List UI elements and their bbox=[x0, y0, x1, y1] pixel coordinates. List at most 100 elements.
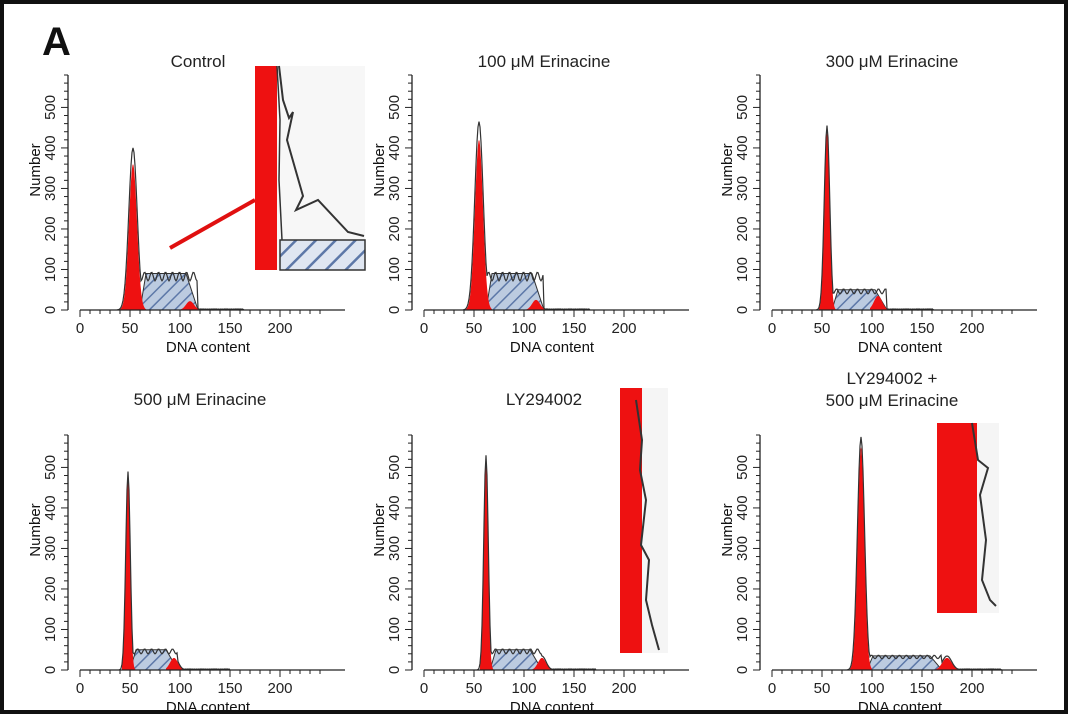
inset-red-strip bbox=[620, 388, 642, 653]
x-tick-label: 100 bbox=[859, 320, 884, 337]
x-tick-label: 150 bbox=[909, 680, 934, 697]
g2m-peak bbox=[934, 657, 962, 670]
panel-letter: A bbox=[42, 20, 71, 64]
g2m-peak bbox=[180, 301, 204, 310]
total-histogram-outline bbox=[462, 121, 591, 311]
y-axis-label: Number bbox=[371, 143, 388, 196]
zoom-inset bbox=[620, 388, 668, 653]
y-tick-label: 400 bbox=[734, 495, 751, 520]
x-axis-label: DNA content bbox=[510, 699, 595, 714]
y-tick-label: 0 bbox=[42, 666, 59, 674]
total-histogram-outline bbox=[116, 147, 245, 311]
x-tick-label: 100 bbox=[167, 320, 192, 337]
g0g1-peak bbox=[466, 139, 492, 310]
g2m-peak bbox=[166, 657, 190, 670]
y-tick-label: 500 bbox=[42, 455, 59, 480]
x-tick-label: 100 bbox=[511, 680, 536, 697]
y-tick-label: 200 bbox=[42, 216, 59, 241]
y-tick-label: 200 bbox=[734, 216, 751, 241]
x-tick-label: 50 bbox=[814, 320, 831, 337]
y-tick-label: 300 bbox=[734, 176, 751, 201]
y-tick-label: 0 bbox=[734, 306, 751, 314]
y-tick-label: 100 bbox=[42, 617, 59, 642]
x-tick-label: 0 bbox=[76, 680, 84, 697]
x-tick-label: 150 bbox=[561, 320, 586, 337]
x-axis-label: DNA content bbox=[166, 699, 251, 714]
g2m-peak bbox=[870, 295, 894, 310]
zoom-connector bbox=[169, 198, 256, 250]
panel-title: LY294002 + bbox=[847, 369, 938, 388]
y-tick-label: 100 bbox=[42, 257, 59, 282]
x-tick-label: 100 bbox=[167, 680, 192, 697]
x-tick-label: 150 bbox=[217, 320, 242, 337]
y-tick-label: 200 bbox=[734, 576, 751, 601]
y-tick-label: 300 bbox=[386, 176, 403, 201]
inset-outline-inner bbox=[276, 65, 283, 241]
y-axis-label: Number bbox=[719, 503, 736, 556]
g0g1-peak bbox=[819, 131, 836, 310]
x-tick-label: 50 bbox=[122, 320, 139, 337]
y-tick-label: 0 bbox=[386, 306, 403, 314]
inset-red-strip bbox=[937, 423, 977, 613]
x-tick-label: 200 bbox=[267, 680, 292, 697]
x-tick-label: 150 bbox=[561, 680, 586, 697]
y-tick-label: 500 bbox=[386, 95, 403, 120]
y-tick-label: 100 bbox=[734, 617, 751, 642]
panel-title: Control bbox=[171, 52, 226, 71]
y-axis-label: Number bbox=[27, 143, 44, 196]
y-tick-label: 100 bbox=[386, 617, 403, 642]
zoom-inset bbox=[169, 65, 366, 271]
inset-g1-edge bbox=[255, 66, 277, 270]
x-axis-label: DNA content bbox=[858, 339, 943, 356]
total-histogram-outline bbox=[118, 471, 231, 671]
x-tick-label: 150 bbox=[909, 320, 934, 337]
panel-title: 500 μM Erinacine bbox=[826, 391, 959, 410]
panel-title: 500 μM Erinacine bbox=[134, 390, 267, 409]
total-histogram-outline bbox=[476, 455, 597, 671]
y-axis-label: Number bbox=[371, 503, 388, 556]
panel-title: LY294002 bbox=[506, 390, 582, 409]
histogram-panel: 0 50 100 150 200 0 100 200 300 400 500 DNA content N… bbox=[719, 52, 1037, 356]
y-tick-label: 500 bbox=[386, 455, 403, 480]
y-tick-label: 400 bbox=[42, 495, 59, 520]
x-tick-label: 0 bbox=[768, 680, 776, 697]
x-axis-label: DNA content bbox=[510, 339, 595, 356]
x-tick-label: 100 bbox=[511, 320, 536, 337]
y-tick-label: 400 bbox=[386, 495, 403, 520]
inset-outline bbox=[635, 399, 660, 651]
histogram-panel: 0 50 100 150 200 0 100 200 300 400 500 DNA content N… bbox=[371, 388, 689, 714]
x-tick-label: 200 bbox=[959, 680, 984, 697]
histogram-panel: 0 50 100 150 200 0 100 200 300 400 500 DNA content N… bbox=[27, 390, 345, 714]
x-tick-label: 50 bbox=[466, 680, 483, 697]
y-tick-label: 300 bbox=[386, 536, 403, 561]
y-tick-label: 100 bbox=[734, 257, 751, 282]
x-tick-label: 0 bbox=[420, 320, 428, 337]
g0g1-peak bbox=[480, 459, 494, 670]
x-tick-label: 150 bbox=[217, 680, 242, 697]
g0g1-peak bbox=[122, 471, 136, 670]
panel-title: 100 μM Erinacine bbox=[478, 52, 611, 71]
y-tick-label: 500 bbox=[42, 95, 59, 120]
g2m-peak bbox=[532, 657, 556, 670]
x-tick-label: 50 bbox=[122, 680, 139, 697]
histogram-panel: 0 50 100 150 200 0 100 200 300 400 500 DNA content N… bbox=[371, 52, 689, 356]
g2m-peak bbox=[526, 299, 550, 310]
x-tick-label: 200 bbox=[959, 320, 984, 337]
histogram-panel: 0 50 100 150 200 0 100 200 300 400 500 DNA content N… bbox=[719, 369, 1037, 714]
panel-title: 300 μM Erinacine bbox=[826, 52, 959, 71]
x-axis-label: DNA content bbox=[858, 699, 943, 714]
x-tick-label: 200 bbox=[611, 320, 636, 337]
inset-s-phase bbox=[279, 239, 366, 271]
total-histogram-outline bbox=[815, 125, 935, 311]
x-tick-label: 0 bbox=[420, 680, 428, 697]
x-axis-label: DNA content bbox=[166, 339, 251, 356]
histogram-panel: 0 50 100 150 200 0 100 200 300 400 500 DNA content N… bbox=[27, 52, 366, 356]
y-axis-label: Number bbox=[719, 143, 736, 196]
y-tick-label: 0 bbox=[734, 666, 751, 674]
y-tick-label: 100 bbox=[386, 257, 403, 282]
g0g1-peak bbox=[850, 447, 872, 670]
y-tick-label: 300 bbox=[734, 536, 751, 561]
y-axis-label: Number bbox=[27, 503, 44, 556]
inset-outline bbox=[278, 65, 365, 237]
